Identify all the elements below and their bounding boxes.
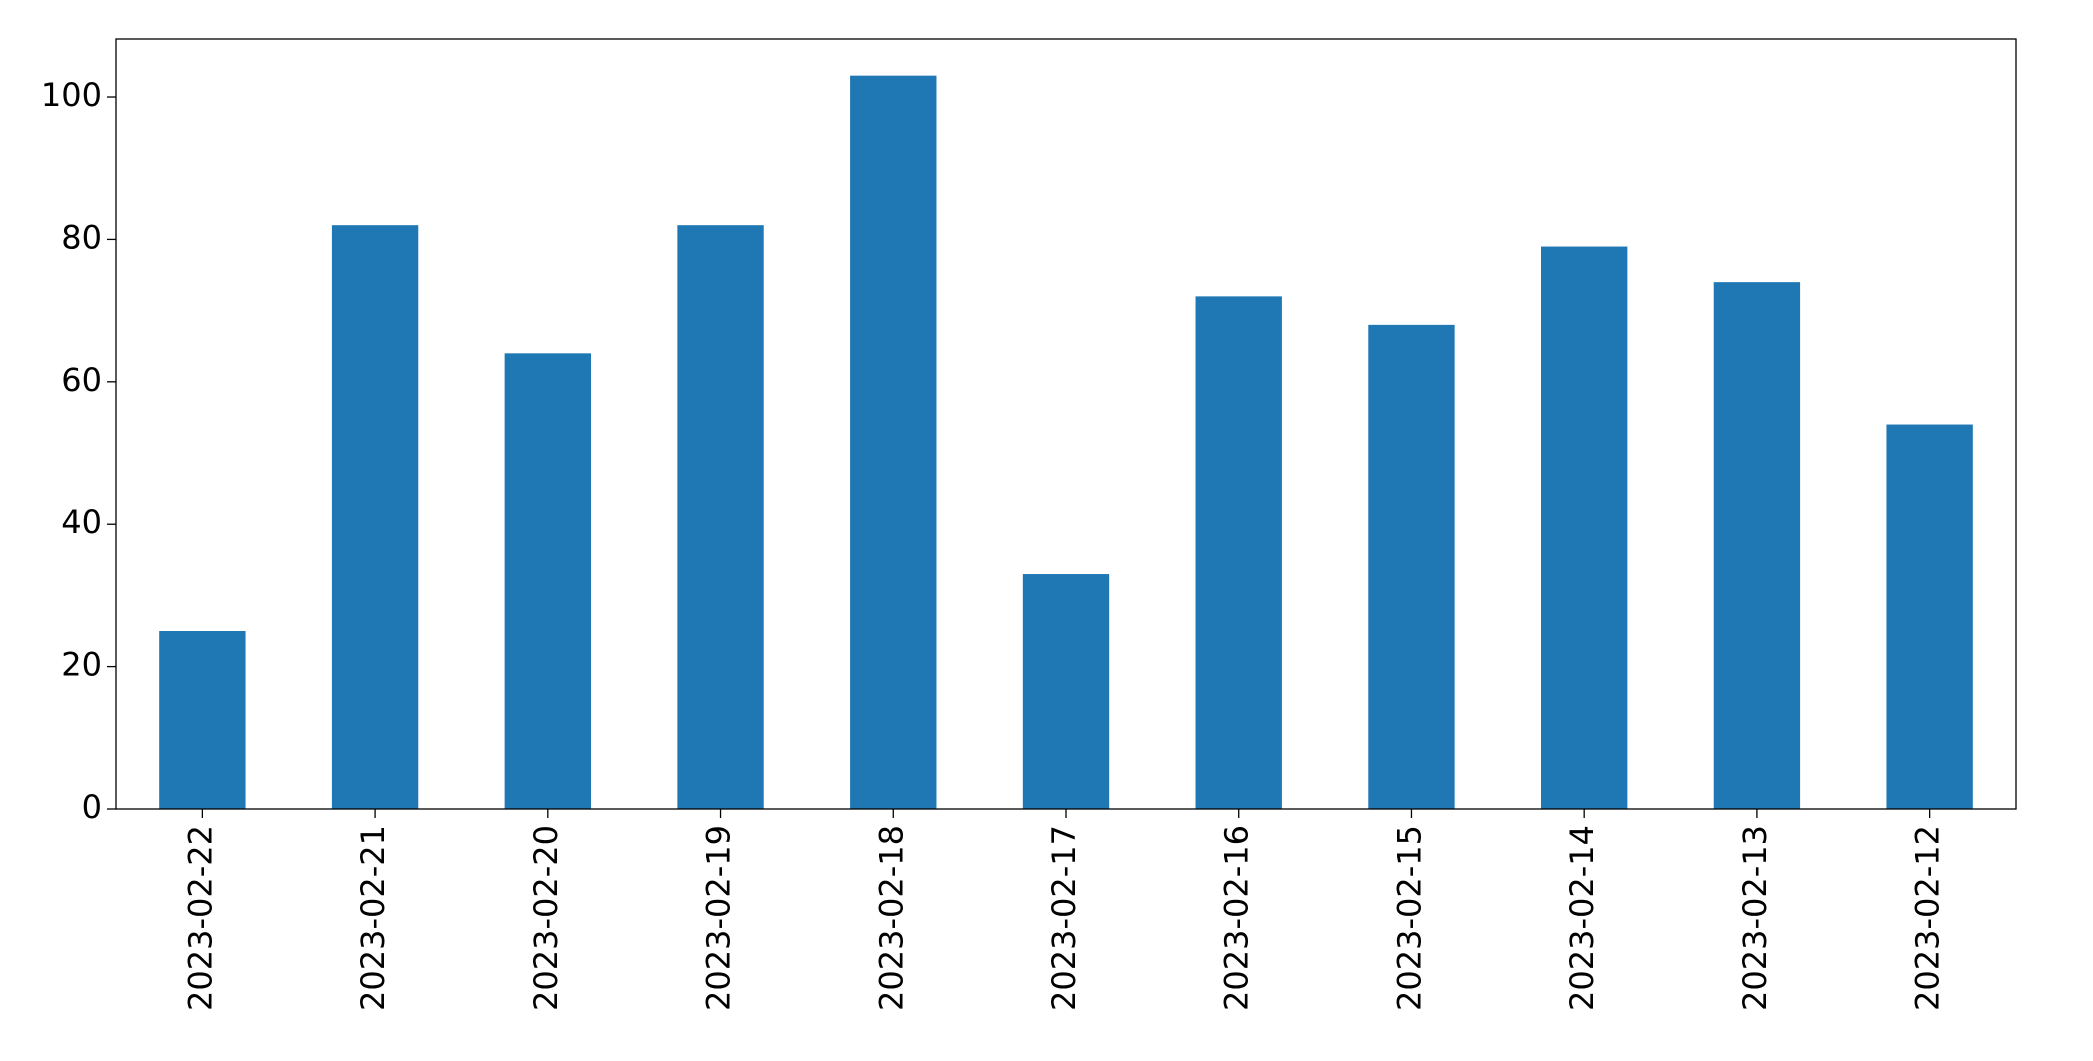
y-tick-label: 40	[61, 503, 102, 541]
bar	[677, 225, 764, 810]
y-tick-label: 80	[61, 218, 102, 256]
x-tick-label: 2023-02-18	[872, 825, 910, 1011]
x-tick-label: 2023-02-14	[1563, 825, 1601, 1011]
bar	[159, 631, 246, 809]
bar	[1713, 282, 1801, 809]
x-tick-label: 2023-02-12	[1909, 825, 1947, 1011]
bar	[504, 353, 591, 809]
bar	[850, 75, 937, 809]
x-tick-label: 2023-02-20	[527, 825, 565, 1011]
bar	[1541, 246, 1628, 809]
x-tick-label: 2023-02-16	[1218, 825, 1256, 1011]
bar	[1368, 324, 1455, 809]
x-tick-label: 2023-02-13	[1736, 825, 1774, 1011]
x-tick-label: 2023-02-15	[1390, 825, 1428, 1011]
bar	[1886, 424, 1973, 809]
y-tick-label: 60	[61, 361, 102, 399]
plot-frame	[115, 38, 2017, 810]
x-tick-label: 2023-02-17	[1045, 825, 1083, 1011]
bar	[1022, 574, 1110, 809]
x-tick-label: 2023-02-21	[354, 825, 392, 1011]
bar	[1195, 296, 1282, 809]
x-tick-label: 2023-02-22	[181, 825, 219, 1011]
y-tick-label: 20	[61, 646, 102, 684]
y-tick-label: 100	[41, 76, 102, 114]
x-tick-label: 2023-02-19	[700, 825, 738, 1011]
bar	[331, 225, 419, 810]
y-tick-label: 0	[82, 788, 102, 826]
